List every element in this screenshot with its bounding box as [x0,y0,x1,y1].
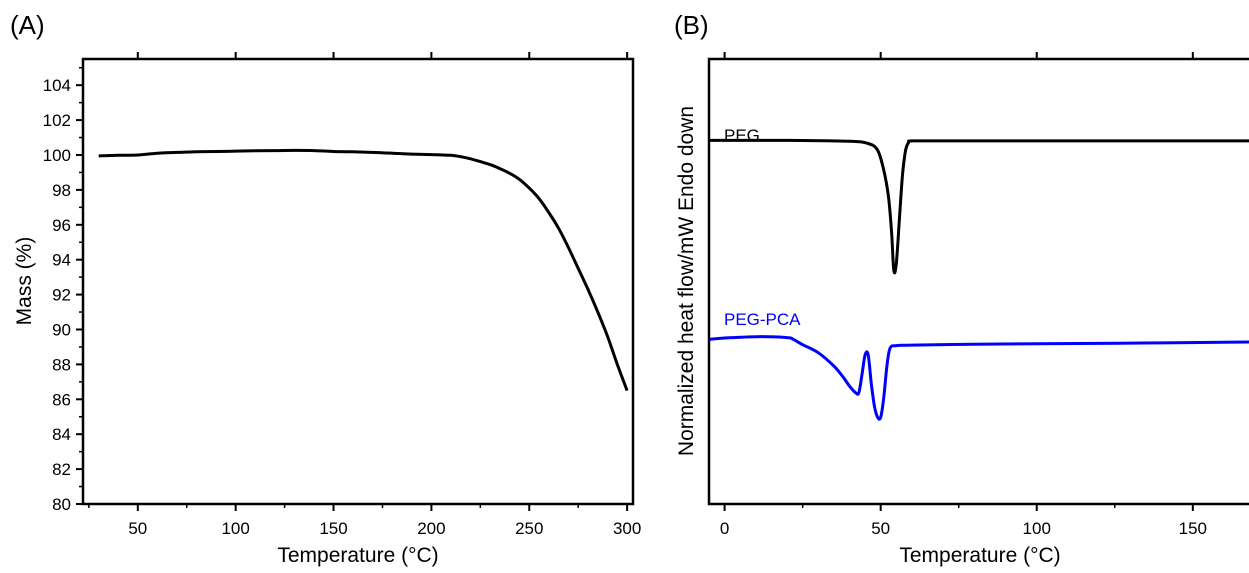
panel-b-series-line-peg [708,138,1249,275]
panel-a-y-tick-label: 90 [52,320,71,339]
panel-a-y-tick-label: 96 [52,216,71,235]
panel-b-ticks: 0 50 100 150 [720,52,1207,538]
panel-b-x-tick-label: 150 [1179,519,1207,538]
panel-a-y-tick-label: 100 [43,146,71,165]
panel-b-x-tick-label: 100 [1023,519,1051,538]
panel-b-series-line-peg-pca [708,335,1249,421]
panel-a-x-axis-title: Temperature (°C) [277,544,438,567]
panel-a-frame [81,57,635,506]
panel-a-y-tick-label: 102 [43,111,71,130]
panel-a-x-tick-label: 150 [319,519,347,538]
panel-a-y-tick-label: 104 [43,76,71,95]
panel-a-y-axis-title: Mass (%) [13,237,36,326]
panel-a-y-tick-label: 98 [52,181,71,200]
panel-b-x-axis-title: Temperature (°C) [899,544,1060,567]
panel-a-y-tick-label: 80 [52,495,71,514]
panel-a-y-tick-label: 94 [52,251,71,270]
panel-b-dsc-chart: (B) 0 50 100 150 Temperature (°C) Normalize… [674,10,1249,567]
panel-a-mass-chart: (A) 50 100 150 200 250 300 80 82 84 86 88 90 92 94 96 9… [10,10,641,567]
panel-b-y-axis-title: Normalized heat flow/mW Endo down [675,106,698,456]
panel-b-x-tick-label: 50 [871,519,890,538]
panel-a-y-tick-label: 84 [52,425,71,444]
panel-a-x-tick-label: 50 [128,519,147,538]
panel-a-y-tick-label: 86 [52,390,71,409]
panel-a-y-tick-label: 92 [52,286,71,305]
panel-a-y-tick-label: 88 [52,355,71,374]
panel-b-frame [707,57,1249,506]
panel-a-ticks: 50 100 150 200 250 300 80 82 84 86 88 90 92 94 96 98 100… [43,52,641,538]
panel-a-x-tick-label: 300 [613,519,641,538]
panel-a-x-tick-label: 200 [417,519,445,538]
panel-a-x-tick-label: 100 [221,519,249,538]
panel-a-series-line-mass [98,148,629,392]
panel-a-series [98,148,629,392]
panel-b-x-tick-label: 0 [720,519,729,538]
panel-a-x-tick-label: 250 [515,519,543,538]
legend-peg-pca-label: PEG-PCA [724,310,801,329]
panel-b-series [708,138,1249,421]
panel-a-label: (A) [10,10,45,40]
legend-peg-label: PEG [724,126,760,145]
panel-a-y-tick-label: 82 [52,460,71,479]
panel-b-label: (B) [674,10,709,40]
